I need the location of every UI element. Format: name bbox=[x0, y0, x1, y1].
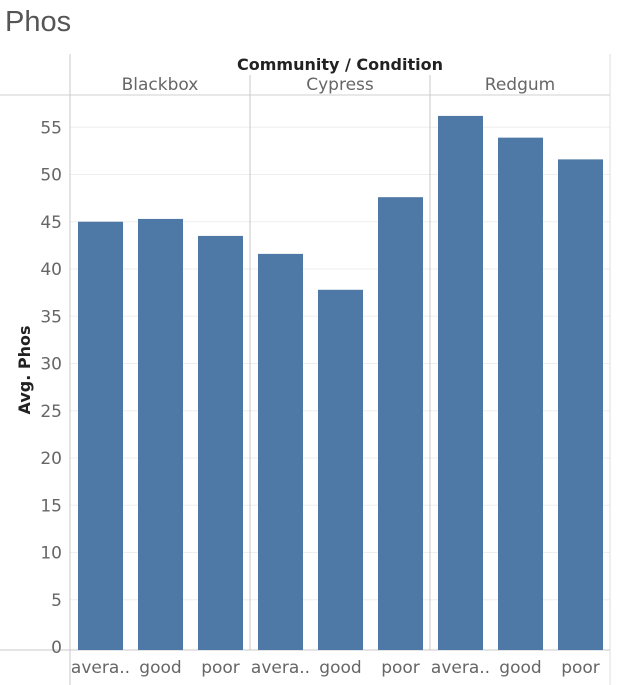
bar bbox=[378, 197, 423, 650]
y-tick-label: 25 bbox=[40, 402, 62, 422]
y-tick-label: 10 bbox=[40, 544, 62, 564]
y-tick-label: 5 bbox=[51, 591, 62, 611]
column-header: Community / Condition bbox=[237, 55, 443, 74]
y-tick-label: 45 bbox=[40, 213, 62, 233]
y-tick-label: 35 bbox=[40, 307, 62, 327]
bar bbox=[438, 115, 483, 650]
x-tick-label: avera.. bbox=[251, 658, 310, 678]
group-label: Cypress bbox=[306, 75, 374, 95]
x-tick-label: poor bbox=[381, 658, 420, 678]
x-tick-label: poor bbox=[201, 658, 240, 678]
bar bbox=[318, 289, 363, 650]
group-label: Redgum bbox=[485, 75, 555, 95]
x-tick-label: good bbox=[139, 658, 181, 678]
bar bbox=[258, 253, 303, 650]
group-label: Blackbox bbox=[122, 75, 199, 95]
x-tick-label: poor bbox=[561, 658, 600, 678]
labels: 0 5 10 15 20 25 30 35 40 45 50 55 Blackbox avera.. goo… bbox=[40, 75, 599, 678]
chart-frame bbox=[0, 54, 611, 685]
bar bbox=[138, 218, 183, 651]
bar bbox=[198, 235, 243, 651]
x-tick-label: good bbox=[499, 658, 541, 678]
bar bbox=[78, 221, 123, 650]
y-tick-label: 0 bbox=[51, 638, 62, 658]
x-tick-label: avera.. bbox=[431, 658, 490, 678]
y-tick-label: 15 bbox=[40, 496, 62, 516]
chart-title: Phos bbox=[5, 6, 72, 38]
y-tick-label: 55 bbox=[40, 118, 62, 138]
y-tick-label: 50 bbox=[40, 166, 62, 186]
bar bbox=[558, 159, 603, 650]
bars bbox=[78, 115, 603, 651]
y-axis-title: Avg. Phos bbox=[15, 326, 34, 415]
y-tick-label: 30 bbox=[40, 355, 62, 375]
y-tick-label: 40 bbox=[40, 260, 62, 280]
x-tick-label: good bbox=[319, 658, 361, 678]
y-tick-label: 20 bbox=[40, 449, 62, 469]
x-tick-label: avera.. bbox=[71, 658, 130, 678]
bar bbox=[498, 137, 543, 650]
